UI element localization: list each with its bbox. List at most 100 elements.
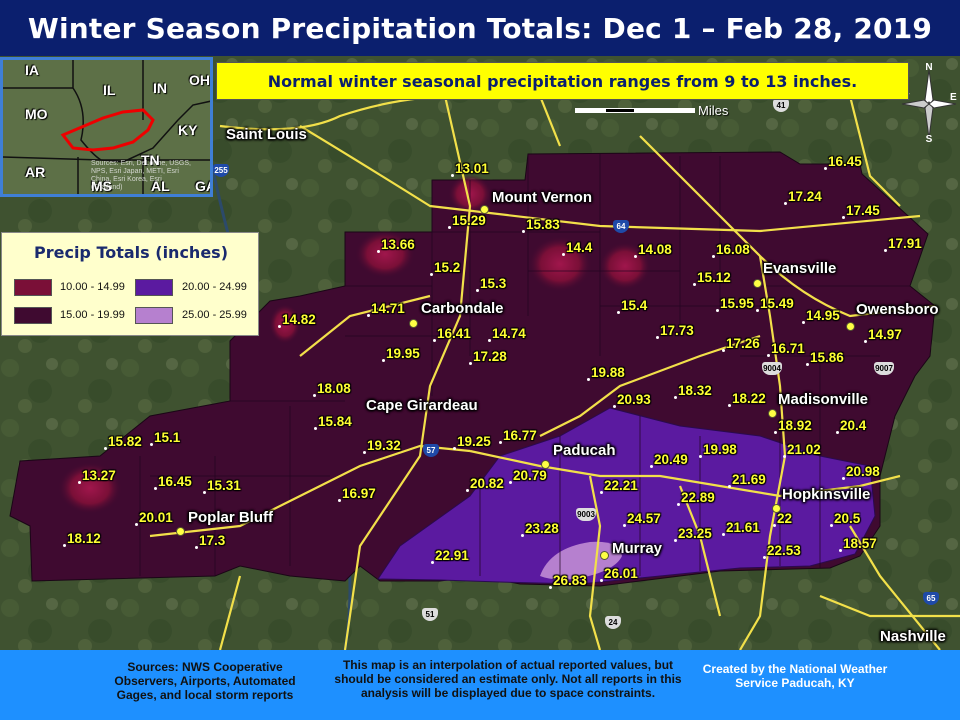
observation-value: 14.82 — [282, 312, 316, 327]
city-dot — [541, 460, 550, 469]
observation-value: 13.66 — [381, 237, 415, 252]
observation-value: 22.91 — [435, 548, 469, 563]
observation-value: 20.98 — [846, 464, 880, 479]
observation-dot — [448, 226, 451, 229]
city-dot — [753, 279, 762, 288]
observation-value: 20.93 — [617, 392, 651, 407]
observation-dot — [842, 216, 845, 219]
precip-zone-10-14 — [58, 462, 122, 514]
observation-value: 21.69 — [732, 472, 766, 487]
observation-value: 16.45 — [158, 474, 192, 489]
inset-state-label: OH — [189, 72, 210, 88]
observation-dot — [63, 544, 66, 547]
city-label-saint-louis: Saint Louis — [226, 126, 307, 143]
observation-value: 18.22 — [732, 391, 766, 406]
city-label-hopkinsville: Hopkinsville — [782, 486, 871, 503]
observation-value: 17.3 — [199, 533, 226, 548]
scale-bar-label: Miles — [698, 103, 729, 118]
observation-value: 15.86 — [810, 350, 844, 365]
observation-dot — [313, 394, 316, 397]
observation-dot — [773, 524, 776, 527]
inset-state-label: IA — [25, 62, 39, 78]
legend-label: 20.00 - 24.99 — [182, 281, 247, 293]
legend-swatch-10-14 — [14, 279, 52, 296]
observation-dot — [884, 249, 887, 252]
observation-dot — [674, 396, 677, 399]
observation-value: 14.97 — [868, 327, 902, 342]
observation-value: 20.01 — [139, 510, 173, 525]
observation-dot — [78, 481, 81, 484]
footer-sources: Sources: NWS Cooperative Observers, Airp… — [114, 660, 296, 702]
observation-value: 17.73 — [660, 323, 694, 338]
highway-shield: 51 — [422, 608, 438, 621]
city-dot — [846, 322, 855, 331]
observation-dot — [382, 359, 385, 362]
observation-dot — [367, 314, 370, 317]
observation-value: 14.74 — [492, 326, 526, 341]
observation-dot — [154, 487, 157, 490]
city-label-mount-vernon: Mount Vernon — [492, 189, 592, 206]
observation-dot — [802, 321, 805, 324]
observation-value: 14.08 — [638, 242, 672, 257]
observation-dot — [634, 255, 637, 258]
observation-dot — [600, 579, 603, 582]
observation-value: 15.82 — [108, 434, 142, 449]
legend-label: 25.00 - 25.99 — [182, 309, 247, 321]
highway-shield: 9004 — [762, 362, 782, 375]
observation-dot — [674, 539, 677, 542]
observation-value: 21.61 — [726, 520, 760, 535]
city-dot — [772, 504, 781, 513]
observation-value: 16.77 — [503, 428, 537, 443]
observation-dot — [363, 451, 366, 454]
observation-value: 13.27 — [82, 468, 116, 483]
observation-dot — [864, 340, 867, 343]
highway-shield: 24 — [605, 616, 621, 629]
city-label-murray: Murray — [612, 540, 663, 557]
city-label-evansville: Evansville — [763, 260, 837, 277]
observation-value: 20.79 — [513, 468, 547, 483]
highway-shield: 9003 — [576, 508, 596, 521]
observation-value: 14.95 — [806, 308, 840, 323]
locator-inset-map: IA IL IN OH MO KY AR TN MS AL GA Sources… — [0, 57, 213, 197]
observation-value: 17.28 — [473, 349, 507, 364]
city-label-poplar-bluff: Poplar Bluff — [188, 509, 273, 526]
observation-value: 17.24 — [788, 189, 822, 204]
observation-dot — [839, 549, 842, 552]
observation-dot — [728, 485, 731, 488]
precip-zone-10-14 — [528, 236, 592, 292]
observation-value: 20.82 — [470, 476, 504, 491]
observation-dot — [756, 309, 759, 312]
observation-value: 22.53 — [767, 543, 801, 558]
observation-value: 20.4 — [840, 418, 867, 433]
city-dot — [480, 205, 489, 214]
observation-value: 19.32 — [367, 438, 401, 453]
observation-dot — [693, 283, 696, 286]
inset-map-graphic — [3, 60, 210, 194]
legend-title: Precip Totals (inches) — [33, 243, 228, 262]
observation-value: 15.49 — [760, 296, 794, 311]
precip-zone-10-14 — [269, 304, 301, 344]
precip-zone-10-14 — [355, 230, 415, 278]
observation-dot — [587, 378, 590, 381]
observation-value: 15.29 — [452, 213, 486, 228]
observation-dot — [314, 427, 317, 430]
basemap — [0, 56, 960, 650]
legend: Precip Totals (inches) 10.00 - 14.99 15.… — [1, 232, 259, 336]
legend-label: 15.00 - 19.99 — [60, 309, 125, 321]
observation-dot — [784, 202, 787, 205]
observation-value: 14.4 — [566, 240, 593, 255]
city-dot — [176, 527, 185, 536]
observation-dot — [722, 533, 725, 536]
inset-state-label: AL — [151, 178, 170, 194]
observation-value: 16.45 — [828, 154, 862, 169]
observation-value: 15.3 — [480, 276, 507, 291]
observation-value: 17.45 — [846, 203, 880, 218]
observation-value: 24.57 — [627, 511, 661, 526]
observation-value: 20.49 — [654, 452, 688, 467]
observation-dot — [469, 362, 472, 365]
observation-dot — [728, 404, 731, 407]
observation-dot — [431, 561, 434, 564]
highway-shield: 255 — [213, 164, 229, 177]
observation-dot — [806, 363, 809, 366]
county-lines — [139, 154, 910, 584]
